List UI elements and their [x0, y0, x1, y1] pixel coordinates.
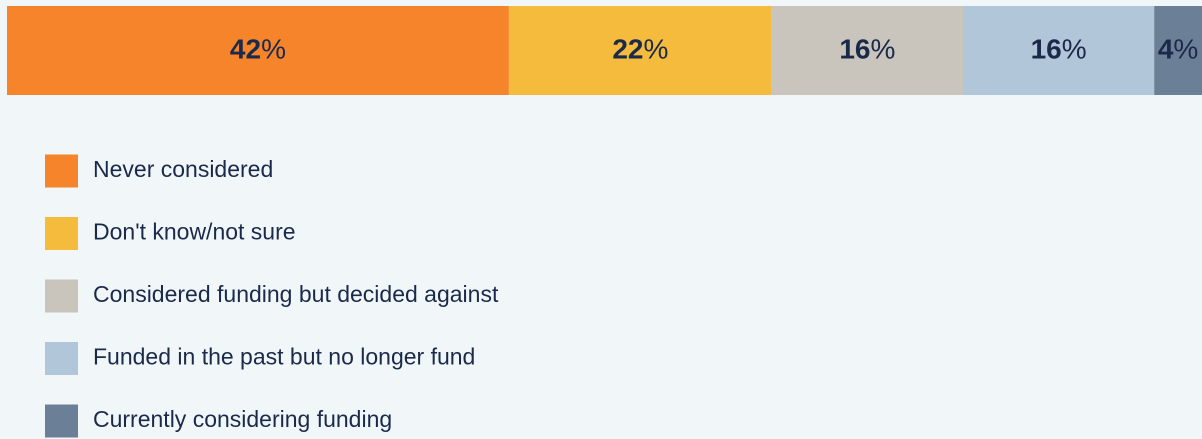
legend-swatch	[45, 154, 78, 188]
legend-swatch	[45, 217, 78, 250]
data-label: 16%	[1031, 34, 1087, 65]
data-label: 4%	[1158, 34, 1198, 65]
data-label: 16%	[839, 34, 895, 65]
legend-swatch	[45, 279, 78, 313]
legend-swatch	[45, 404, 78, 438]
legend-label: Never considered	[93, 156, 273, 182]
bar-segment	[963, 6, 1155, 95]
legend-label: Don't know/not sure	[93, 219, 296, 245]
legend-label: Considered funding but decided against	[93, 281, 499, 307]
bar-segment	[508, 6, 772, 95]
bar-segment	[1154, 6, 1202, 95]
data-label: 22%	[612, 34, 668, 65]
legend-label: Funded in the past but no longer fund	[93, 344, 475, 370]
legend-swatch	[45, 342, 78, 375]
data-label: 42%	[230, 34, 286, 65]
bar-segment	[771, 6, 963, 95]
bar-segment	[7, 6, 509, 95]
legend-label: Currently considering funding	[93, 406, 392, 432]
